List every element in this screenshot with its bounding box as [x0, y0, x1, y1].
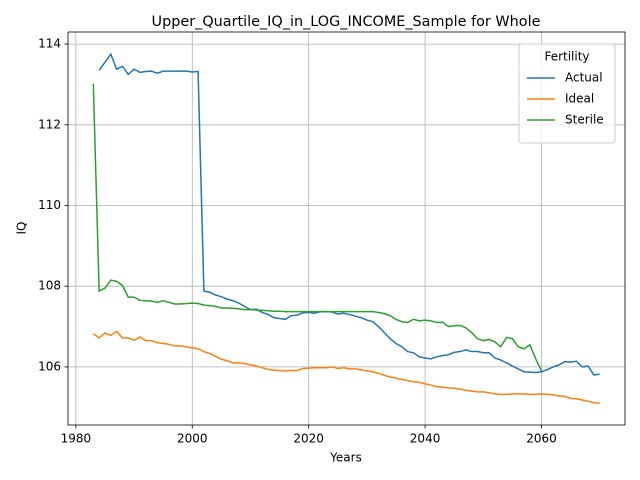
x-axis-label: Years — [329, 451, 362, 465]
x-tick-label: 2040 — [410, 432, 441, 446]
y-tick-label: 108 — [38, 279, 61, 293]
legend-label: Ideal — [565, 92, 594, 106]
x-tick-label: 2000 — [177, 432, 208, 446]
lines — [92, 52, 600, 404]
legend-title: Fertility — [544, 50, 589, 64]
series-line — [92, 330, 600, 404]
legend: Fertility Actual Ideal Sterile — [518, 43, 616, 144]
legend-label: Actual — [565, 71, 603, 85]
legend-label: Sterile — [565, 113, 604, 127]
series-line — [98, 52, 600, 376]
plot-frame — [67, 31, 626, 426]
legend-box — [518, 43, 616, 144]
y-tick-label: 112 — [38, 117, 61, 131]
chart-title: Upper_Quartile_IQ_in_LOG_INCOME_Sample f… — [152, 14, 541, 30]
y-tick-label: 114 — [38, 37, 61, 51]
y-tick-label: 110 — [38, 198, 61, 212]
x-tick-label: 2060 — [526, 432, 557, 446]
ticks: 1980 2000 2020 2040 2060 106 108 110 112 114 — [38, 37, 557, 446]
x-tick-label: 2020 — [293, 432, 324, 446]
y-axis-label: IQ — [15, 222, 29, 235]
series-line — [92, 83, 543, 372]
x-tick-label: 1980 — [61, 432, 92, 446]
y-tick-label: 106 — [38, 359, 61, 373]
